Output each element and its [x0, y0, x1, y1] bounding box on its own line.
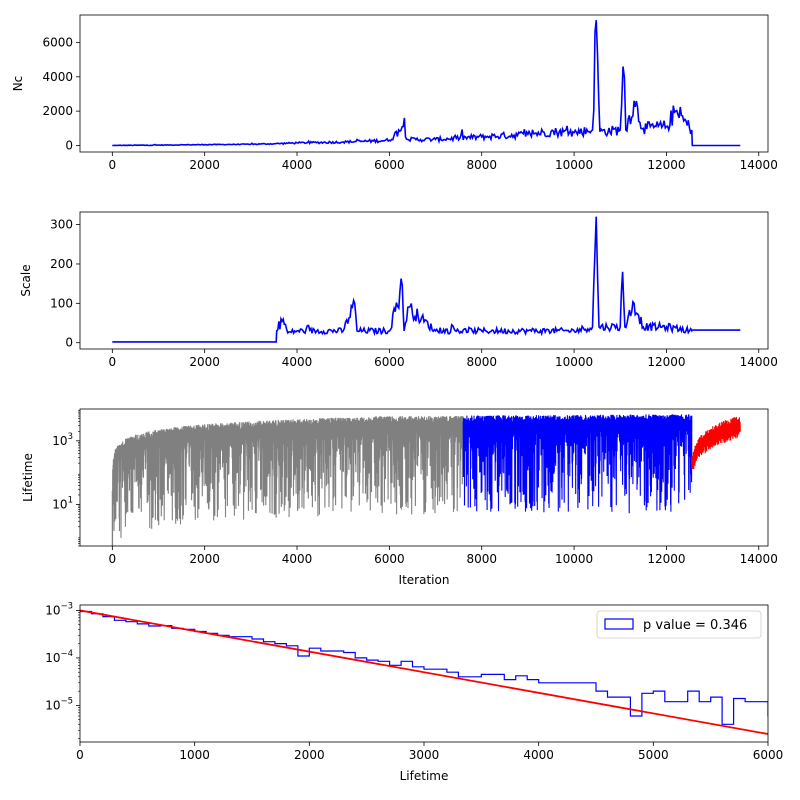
- x-tick-label: 12000: [647, 158, 685, 172]
- y-tick-label: 6000: [42, 35, 73, 49]
- x-tick-label: 6000: [374, 355, 405, 369]
- y-tick-label: 0: [65, 336, 73, 350]
- x-tick-label: 2000: [294, 748, 325, 762]
- x-tick-label: 6000: [374, 158, 405, 172]
- x-tick-label: 0: [109, 355, 117, 369]
- x-tick-label: 12000: [647, 552, 685, 566]
- series-line: [112, 20, 741, 147]
- y-tick-label: 10−4: [45, 649, 73, 665]
- y-tick-base: 10: [52, 434, 67, 448]
- x-tick-label: 2000: [189, 158, 220, 172]
- y-tick-exponent: 3: [68, 432, 73, 442]
- y-tick-base: 10: [45, 698, 60, 712]
- y-tick-exponent: 1: [68, 496, 73, 506]
- legend-label: p value = 0.346: [643, 618, 747, 633]
- series-line: [112, 216, 741, 343]
- x-tick-label: 14000: [740, 158, 778, 172]
- y-tick-base: 10: [45, 651, 60, 665]
- x-tick-label: 14000: [740, 552, 778, 566]
- axes-frame: [79, 211, 769, 350]
- x-tick-label: 1000: [179, 748, 210, 762]
- y-tick-exponent: −3: [60, 601, 73, 611]
- series-line: [462, 414, 693, 514]
- x-tick-label: 6000: [374, 552, 405, 566]
- y-tick-label: 0: [65, 138, 73, 152]
- y-tick-base: 10: [52, 498, 67, 512]
- x-tick-label: 10000: [555, 552, 593, 566]
- legend: p value = 0.346: [596, 610, 762, 639]
- y-tick-label: 103: [52, 432, 73, 448]
- y-tick-label: 101: [52, 496, 73, 512]
- x-tick-label: 10000: [555, 158, 593, 172]
- x-tick-label: 6000: [753, 748, 784, 762]
- y-tick-exponent: −5: [60, 696, 73, 706]
- lifetime-panel: 0 2000 4000 6000 8000 10000 12000 14000101103Li…: [21, 408, 778, 587]
- series-line: [691, 416, 741, 470]
- x-tick-label: 0: [109, 158, 117, 172]
- x-tick-label: 0: [109, 552, 117, 566]
- x-tick-label: 0: [76, 748, 84, 762]
- y-axis-label: Lifetime: [21, 453, 35, 502]
- y-tick-label: 200: [50, 257, 73, 271]
- y-tick-label: 4000: [42, 70, 73, 84]
- x-tick-label: 4000: [523, 748, 554, 762]
- y-tick-label: 10−3: [45, 601, 73, 617]
- x-tick-label: 8000: [466, 552, 497, 566]
- legend-swatch: [604, 618, 634, 630]
- nc-panel: 0 2000 4000 6000 8000 10000 12000 14000 0 2000 400…: [11, 14, 778, 172]
- x-tick-label: 2000: [189, 355, 220, 369]
- x-axis-label: Lifetime: [400, 769, 449, 783]
- x-tick-label: 8000: [466, 158, 497, 172]
- x-tick-label: 5000: [638, 748, 669, 762]
- x-tick-label: 14000: [740, 355, 778, 369]
- scale-panel: 0 2000 4000 6000 8000 10000 12000 14000 0 100 200 3…: [19, 211, 778, 369]
- y-axis-label: Scale: [19, 264, 33, 296]
- y-tick-base: 10: [45, 603, 60, 617]
- legend-box: [596, 610, 762, 639]
- x-tick-label: 4000: [282, 355, 313, 369]
- y-tick-exponent: −4: [60, 649, 73, 659]
- y-tick-label: 2000: [42, 104, 73, 118]
- x-tick-label: 3000: [409, 748, 440, 762]
- x-tick-label: 10000: [555, 355, 593, 369]
- x-axis-label: Iteration: [399, 573, 450, 587]
- y-tick-label: 300: [50, 218, 73, 232]
- x-tick-label: 8000: [466, 355, 497, 369]
- y-tick-label: 10−5: [45, 696, 73, 712]
- histogram-steps: [80, 610, 768, 740]
- y-axis-label: Nc: [11, 76, 25, 92]
- x-tick-label: 12000: [647, 355, 685, 369]
- x-tick-label: 4000: [282, 158, 313, 172]
- lifetime-histogram-panel: 0 1000 2000 3000 4000 5000 600010−510−410−3Lif…: [45, 601, 784, 783]
- series-line: [111, 415, 464, 546]
- x-tick-label: 2000: [189, 552, 220, 566]
- axes-frame: [79, 14, 769, 153]
- y-tick-label: 100: [50, 296, 73, 310]
- x-tick-label: 4000: [282, 552, 313, 566]
- fit-line: [80, 609, 768, 735]
